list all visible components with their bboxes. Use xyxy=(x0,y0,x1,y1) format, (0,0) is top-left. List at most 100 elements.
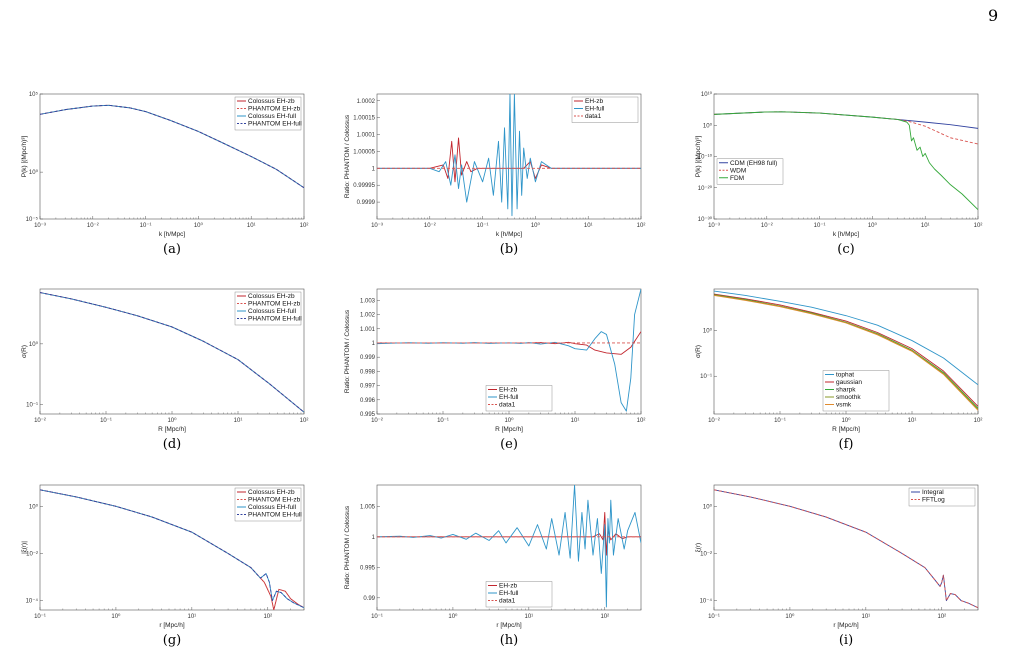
y-tick-label: 10⁻³⁰ xyxy=(698,216,713,223)
y-tick-label: 10⁰ xyxy=(703,327,713,334)
panel-caption: (g) xyxy=(162,633,182,648)
series-group xyxy=(40,104,304,189)
legend-entry: PHANTOM EH-full xyxy=(248,512,302,519)
x-tick-label: 10⁰ xyxy=(841,417,851,424)
y-tick-label: 10⁻¹ xyxy=(700,374,712,380)
y-axis-label: Ratio: PHANTOM / Colossus xyxy=(344,309,351,393)
chart-svg-c: 10⁻³ 10⁻² 10⁻¹ 10⁰ 10¹ 10² 10⁻³⁰ 10⁻²⁰ 10⁻¹⁰ 10⁰ 1… xyxy=(695,91,982,238)
panel-caption: (e) xyxy=(500,437,518,452)
legend-entry: FFTLog xyxy=(922,497,945,504)
x-tick-label: 10⁻¹ xyxy=(814,223,826,229)
y-tick-label: 10⁻¹ xyxy=(26,403,38,409)
y-tick-label: 0.997 xyxy=(360,384,376,390)
series-group xyxy=(714,290,978,411)
y-tick-label: 1.0002 xyxy=(357,99,376,105)
series-line-eh-full xyxy=(377,485,641,608)
y-tick-label: 10¹⁰ xyxy=(701,91,713,98)
y-tick-label: 0.998 xyxy=(360,369,376,375)
x-tick-label: 10¹ xyxy=(908,418,917,424)
x-tick-label: 10⁻¹ xyxy=(34,614,46,620)
chart-panel-a: 10⁻³ 10⁻² 10⁻¹ 10⁰ 10¹ 10² 10⁻⁵ 10⁰ 10⁵ k [h/Mpc]… xyxy=(21,91,308,259)
legend-entry: PHANTOM EH-zb xyxy=(248,106,301,113)
x-tick-label: 10⁰ xyxy=(785,613,795,620)
x-axis-label: R [Mpc/h] xyxy=(495,426,523,433)
y-tick-label: 10⁰ xyxy=(703,122,713,129)
legend-box xyxy=(234,96,302,131)
y-tick-label: 0.9999 xyxy=(357,200,376,206)
x-tick-label: 10¹ xyxy=(247,223,256,229)
y-axis-label: ξ(r) xyxy=(695,543,702,552)
x-axis-label: r [Mpc/h] xyxy=(159,622,184,629)
legend-entry: Colossus EH-zb xyxy=(248,489,295,496)
legend-entry: PHANTOM EH-zb xyxy=(248,497,301,504)
x-tick-label: 10⁻¹ xyxy=(708,614,720,620)
x-tick-label: 10⁰ xyxy=(448,613,458,620)
legend-entry: EH-full xyxy=(585,106,605,113)
x-tick-label: 10⁻¹ xyxy=(140,223,152,229)
x-tick-label: 10⁻¹ xyxy=(100,418,112,424)
series-line-eh-zb xyxy=(377,137,641,183)
legend-entry: PHANTOM EH-zb xyxy=(248,301,301,308)
y-tick-label: 0.995 xyxy=(360,565,376,571)
legend-entry: data1 xyxy=(585,113,602,120)
legend-entry: Colossus EH-full xyxy=(248,504,297,511)
legend-entry: vsmk xyxy=(836,402,852,409)
series-line-phantom-eh-full xyxy=(40,292,304,413)
series-group xyxy=(40,489,304,610)
legend-entry: EH-zb xyxy=(585,98,603,105)
y-tick-label: 1.003 xyxy=(360,298,376,304)
chart-svg-a: 10⁻³ 10⁻² 10⁻¹ 10⁰ 10¹ 10² 10⁻⁵ 10⁰ 10⁵ k [h/Mpc]… xyxy=(21,91,308,238)
x-tick-label: 10¹ xyxy=(584,223,593,229)
x-tick-label: 10¹ xyxy=(862,614,871,620)
x-tick-label: 10² xyxy=(300,223,309,229)
y-tick-label: 10⁻¹⁰ xyxy=(698,154,713,161)
chart-panel-i: 10⁻¹ 10⁰ 10¹ 10² 10⁻⁴ 10⁻² 10⁰ r [Mpc/h] ξ(r) Int… xyxy=(695,484,979,650)
series-group xyxy=(377,94,641,217)
x-tick-label: 10² xyxy=(637,418,646,424)
y-tick-label: 10⁵ xyxy=(29,91,39,98)
legend-entry: smoothk xyxy=(836,394,861,401)
legend-box xyxy=(908,487,976,507)
legend-entry: EH-full xyxy=(499,590,519,597)
chart-panel-d: 10⁻² 10⁻¹ 10⁰ 10¹ 10² 10⁻¹ 10⁰ R [Mpc/h] σ(R) Col… xyxy=(21,288,308,454)
legend-entry: Colossus EH-full xyxy=(248,308,297,315)
panel-caption: (i) xyxy=(838,633,854,648)
y-tick-label: 0.996 xyxy=(360,398,376,404)
y-tick-label: 1.001 xyxy=(360,327,376,333)
y-tick-label: 10⁻⁴ xyxy=(700,598,713,605)
legend-entry: EH-zb xyxy=(499,583,517,590)
x-tick-label: 10⁻³ xyxy=(34,223,46,229)
x-axis-label: r [Mpc/h] xyxy=(833,622,858,629)
y-tick-label: 0.99 xyxy=(363,596,375,602)
chart-svg-e: 10⁻² 10⁻¹ 10⁰ 10¹ 10² 0.995 0.996 0.997 0.998 0.9… xyxy=(344,288,645,433)
legend-entry: data1 xyxy=(499,402,516,409)
x-tick-label: 10¹ xyxy=(188,614,197,620)
y-tick-label: 10⁰ xyxy=(29,503,39,510)
y-tick-label: 1 xyxy=(372,341,376,347)
y-axis-label: Ratio: PHANTOM / Colossus xyxy=(344,114,351,198)
x-axis-label: k [h/Mpc] xyxy=(159,231,186,238)
x-tick-label: 10⁻² xyxy=(761,223,773,229)
x-tick-label: 10⁰ xyxy=(531,222,541,229)
x-tick-label: 10¹ xyxy=(525,614,534,620)
x-tick-label: 10¹ xyxy=(234,418,243,424)
chart-panel-e: 10⁻² 10⁻¹ 10⁰ 10¹ 10² 0.995 0.996 0.997 0.998 0.9… xyxy=(344,288,645,454)
x-tick-label: 10⁻¹ xyxy=(371,614,383,620)
x-tick-label: 10⁰ xyxy=(167,417,177,424)
chart-panel-f: 10⁻² 10⁻¹ 10⁰ 10¹ 10² 10⁻¹ 10⁰ R [Mpc/h] σ(R) top… xyxy=(695,288,982,454)
x-tick-label: 10⁻¹ xyxy=(437,418,449,424)
y-tick-label: 1.0001 xyxy=(357,133,376,139)
x-tick-label: 10⁻² xyxy=(371,418,383,424)
y-tick-label: 10⁰ xyxy=(29,341,39,348)
legend-box xyxy=(234,487,302,522)
series-line-fdm xyxy=(714,111,978,210)
x-axis-label: k [h/Mpc] xyxy=(833,231,860,238)
legend-entry: gaussian xyxy=(836,379,862,386)
y-tick-label: 10⁻⁵ xyxy=(26,216,39,223)
y-tick-label: 10⁰ xyxy=(703,503,713,510)
chart-panel-g: 10⁻¹ 10⁰ 10¹ 10² 10⁻⁴ 10⁻² 10⁰ r [Mpc/h] |ξ(r)| C… xyxy=(21,484,305,650)
